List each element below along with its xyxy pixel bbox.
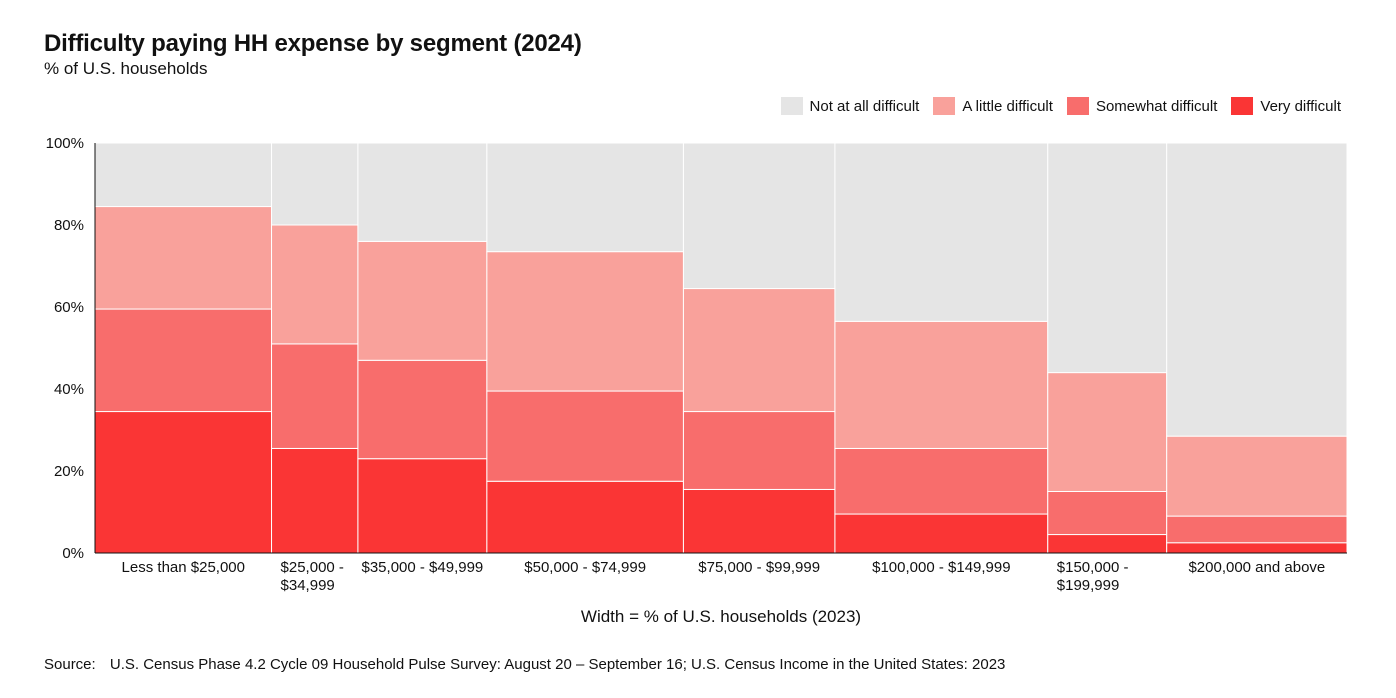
legend-swatch [1066, 97, 1089, 115]
bar-segment [1047, 372, 1168, 493]
bar-segment [682, 488, 836, 554]
bar-segment [486, 251, 684, 392]
bar-segment [357, 142, 488, 242]
x-tick-label: $35,000 - $49,999 [362, 559, 484, 576]
bar-segment [271, 142, 359, 226]
bar-segment [357, 240, 488, 361]
bar-segment [271, 224, 359, 345]
y-tick-label: 20% [54, 463, 84, 480]
chart-title: Difficulty paying HH expense by segment … [44, 30, 582, 57]
chart-subtitle: % of U.S. households [44, 59, 208, 78]
bar-segment [1047, 534, 1168, 554]
bar-segment [834, 142, 1049, 322]
bar-segment [1047, 142, 1168, 374]
bar-segment [1166, 515, 1348, 544]
bar-segment [271, 343, 359, 449]
y-tick-label: 80% [54, 217, 84, 234]
bar-segment [486, 142, 684, 253]
x-axis-title: Width = % of U.S. households (2023) [581, 607, 861, 626]
source-label: Source: [44, 656, 96, 673]
bar-segment [357, 359, 488, 460]
x-tick-label: Less than $25,000 [122, 559, 245, 576]
bar-segment [1166, 142, 1348, 437]
bar-segment [682, 142, 836, 290]
bar-segment [486, 390, 684, 482]
bar-segment [94, 142, 273, 208]
bar-segment [486, 480, 684, 554]
x-tick-label: $200,000 and above [1188, 559, 1325, 576]
legend-swatch [780, 97, 803, 115]
legend-label: Not at all difficult [809, 97, 920, 115]
source-text: U.S. Census Phase 4.2 Cycle 09 Household… [109, 656, 1006, 673]
x-tick-label: $50,000 - $74,999 [524, 559, 646, 576]
bar-segment [682, 288, 836, 413]
y-tick-label: 40% [54, 381, 84, 398]
legend-item-a-little-difficult: A little difficult [933, 97, 1053, 115]
bar-segment [1166, 435, 1348, 517]
bar-segment [94, 206, 273, 310]
bar-segments [94, 142, 1348, 554]
bar-segment [94, 411, 273, 554]
bar-segment [94, 308, 273, 413]
x-tick-label: $100,000 - $149,999 [872, 559, 1010, 576]
bar-segment [1166, 542, 1348, 554]
x-axis: Less than $25,000 $25,000 -$34,999 $35,000… [95, 552, 1347, 594]
legend-item-not-at-all-difficult: Not at all difficult [780, 97, 920, 115]
legend-label: Somewhat difficult [1095, 97, 1218, 115]
legend-swatch [933, 97, 956, 115]
legend-label: Very difficult [1260, 97, 1341, 115]
y-tick-label: 60% [54, 299, 84, 316]
source-note: Source: U.S. Census Phase 4.2 Cycle 09 H… [44, 656, 1005, 673]
x-tick-label: $25,000 -$34,999 [281, 559, 344, 594]
bar-segment [357, 458, 488, 554]
legend-item-very-difficult: Very difficult [1231, 97, 1341, 115]
bar-segment [1047, 491, 1168, 536]
y-tick-label: 100% [46, 135, 84, 152]
y-axis: 0% 20% 40% 60% 80% 100% [46, 135, 96, 562]
legend-label: A little difficult [962, 97, 1053, 115]
legend-swatch [1231, 97, 1254, 115]
bar-segment [271, 447, 359, 554]
legend-item-somewhat-difficult: Somewhat difficult [1066, 97, 1218, 115]
bar-segment [682, 411, 836, 490]
bar-segment [834, 513, 1049, 554]
x-tick-label: $75,000 - $99,999 [698, 559, 820, 576]
legend: Not at all difficult A little difficult … [780, 97, 1341, 115]
bar-segment [834, 320, 1049, 449]
mekko-plot: 0% 20% 40% 60% 80% 100% Less than $25,000 $25,… [46, 135, 1348, 626]
x-tick-label: $150,000 -$199,999 [1057, 559, 1129, 594]
y-tick-label: 0% [62, 545, 84, 562]
bar-segment [834, 447, 1049, 515]
